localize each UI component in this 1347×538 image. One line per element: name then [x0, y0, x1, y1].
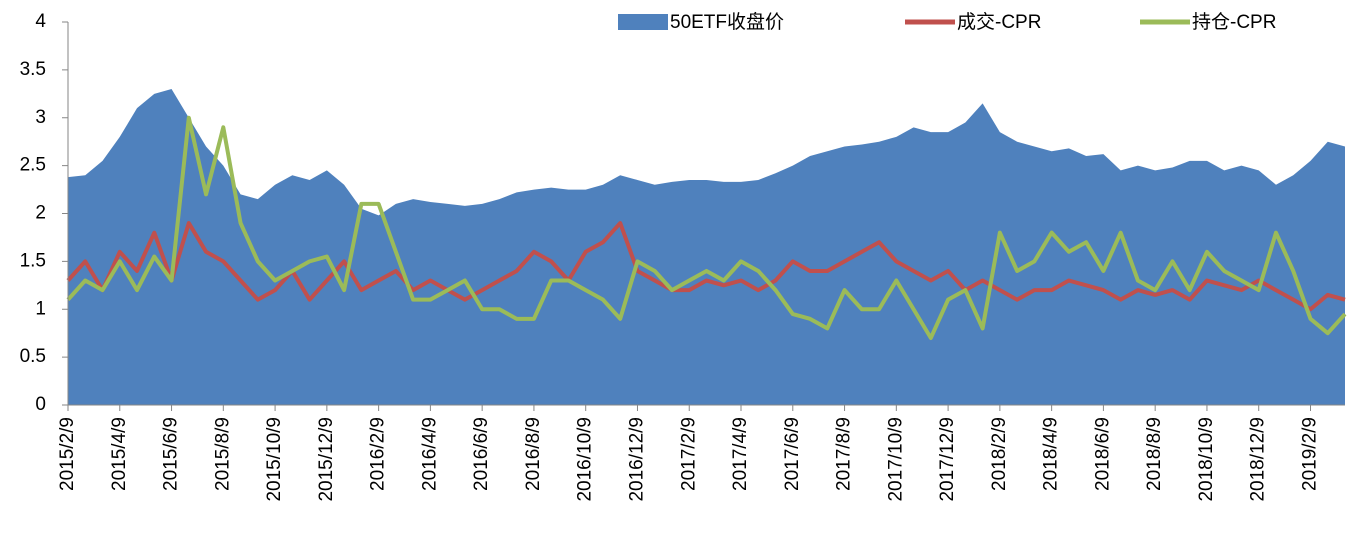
x-tick-label: 2017/4/9: [730, 417, 751, 491]
x-tick-label: 2016/10/9: [575, 417, 596, 502]
x-tick-label: 2018/2/9: [989, 417, 1010, 491]
x-tick-label: 2018/10/9: [1196, 417, 1217, 502]
x-tick-label: 2017/10/9: [885, 417, 906, 502]
x-tick-label: 2015/2/9: [57, 417, 78, 491]
line: [66, 221, 1346, 312]
x-tick-label: 2015/4/9: [109, 417, 130, 491]
x-tick-label: 2016/12/9: [626, 417, 647, 502]
x-tick-label: 2016/8/9: [523, 417, 544, 491]
x-tick-label: 2017/2/9: [678, 417, 699, 491]
x-tick-label: 2017/12/9: [937, 417, 958, 502]
x-tick-label: 2019/2/9: [1300, 417, 1321, 491]
y-tick-label: 3.5: [20, 59, 46, 80]
x-tick-label: 2015/12/9: [316, 417, 337, 502]
y-tick-label: 1: [35, 298, 46, 319]
y-tick-label: 4: [35, 11, 46, 32]
legend-label: 50ETF收盘价: [670, 11, 784, 33]
x-tick-label: 2016/2/9: [368, 417, 389, 491]
legend-label: 成交-CPR: [957, 11, 1041, 33]
x-tick-label: 2018/4/9: [1041, 417, 1062, 491]
area: [68, 89, 1345, 406]
x-tick-label: 2016/4/9: [419, 417, 440, 491]
x-tick-label: 2017/6/9: [782, 417, 803, 491]
x-tick-label: 2017/8/9: [834, 417, 855, 491]
y-tick-label: 2.5: [20, 155, 46, 176]
y-tick-label: 0: [35, 394, 46, 415]
line: [66, 115, 1347, 340]
legend-swatch: [618, 14, 668, 30]
y-tick-label: 0.5: [20, 346, 46, 367]
x-tick-label: 2018/12/9: [1248, 417, 1269, 502]
x-tick-label: 2018/6/9: [1092, 417, 1113, 491]
y-tick-label: 2: [35, 203, 46, 224]
y-tick-label: 1.5: [20, 250, 46, 271]
y-tick-label: 3: [35, 107, 46, 128]
x-tick-label: 2018/8/9: [1144, 417, 1165, 491]
legend-label: 持仓-CPR: [1192, 11, 1276, 33]
x-tick-label: 2015/8/9: [212, 417, 233, 491]
x-tick-label: 2016/6/9: [471, 417, 492, 491]
x-tick-label: 2015/6/9: [161, 417, 182, 491]
x-tick-label: 2015/10/9: [264, 417, 285, 502]
